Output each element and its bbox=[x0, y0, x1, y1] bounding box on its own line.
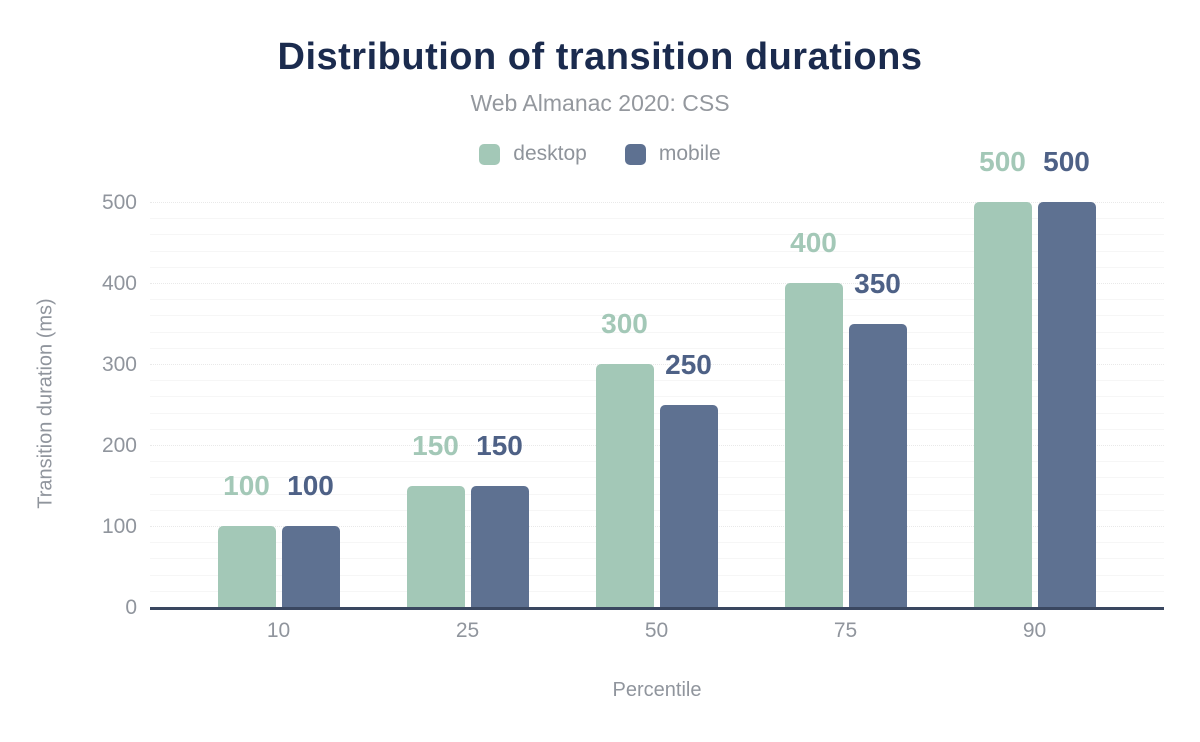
value-label-desktop-50: 300 bbox=[601, 308, 648, 339]
minor-gridline-80 bbox=[150, 542, 1164, 544]
major-gridline-100 bbox=[150, 526, 1164, 527]
legend-label-desktop: desktop bbox=[513, 142, 587, 165]
legend-item-mobile: mobile bbox=[624, 142, 721, 166]
x-axis-title: Percentile bbox=[612, 679, 702, 701]
bar-mobile-25 bbox=[470, 485, 529, 607]
minor-gridline-280 bbox=[150, 380, 1164, 382]
chart-title: Distribution of transition durations bbox=[277, 36, 923, 78]
bar-desktop-90 bbox=[973, 202, 1032, 607]
chart-legend: desktop mobile bbox=[0, 142, 1200, 166]
major-gridline-500 bbox=[150, 202, 1164, 203]
value-label-desktop-90: 500 bbox=[979, 146, 1026, 177]
value-label-desktop-75: 400 bbox=[790, 227, 837, 258]
y-tick-label-0: 0 bbox=[125, 596, 137, 619]
minor-gridline-420 bbox=[150, 266, 1164, 268]
minor-gridline-260 bbox=[150, 396, 1164, 398]
value-label-desktop-25: 150 bbox=[412, 429, 459, 461]
minor-gridline-380 bbox=[150, 299, 1164, 301]
minor-gridline-220 bbox=[150, 428, 1164, 430]
legend-item-desktop: desktop bbox=[479, 142, 587, 166]
minor-gridline-60 bbox=[150, 558, 1164, 560]
minor-gridline-240 bbox=[150, 412, 1164, 414]
major-gridline-200 bbox=[150, 445, 1164, 446]
minor-gridline-40 bbox=[150, 574, 1164, 576]
bar-mobile-10 bbox=[281, 526, 340, 607]
minor-gridline-120 bbox=[150, 509, 1164, 511]
value-label-mobile-25: 150 bbox=[476, 429, 523, 461]
major-gridline-300 bbox=[150, 364, 1164, 365]
x-tick-label-25: 25 bbox=[455, 619, 480, 642]
bar-desktop-75 bbox=[784, 283, 843, 607]
x-tick-label-90: 90 bbox=[1022, 619, 1047, 642]
x-tick-label-10: 10 bbox=[266, 619, 291, 642]
minor-gridline-480 bbox=[150, 218, 1164, 220]
value-label-mobile-50: 250 bbox=[665, 348, 712, 380]
bar-mobile-75 bbox=[848, 323, 907, 607]
x-tick-label-75: 75 bbox=[833, 619, 858, 642]
value-label-mobile-75: 350 bbox=[854, 267, 901, 299]
bar-mobile-50 bbox=[659, 404, 718, 607]
minor-gridline-320 bbox=[150, 347, 1164, 349]
bar-desktop-25 bbox=[406, 485, 465, 607]
minor-gridline-440 bbox=[150, 250, 1164, 252]
bar-desktop-50 bbox=[595, 364, 654, 607]
value-label-desktop-10: 100 bbox=[223, 470, 270, 501]
minor-gridline-20 bbox=[150, 590, 1164, 592]
y-tick-label-300: 300 bbox=[101, 353, 137, 376]
minor-gridline-460 bbox=[150, 234, 1164, 236]
value-label-mobile-90: 500 bbox=[1043, 146, 1090, 177]
x-axis-baseline bbox=[150, 607, 1164, 610]
value-label-mobile-10: 100 bbox=[287, 470, 334, 501]
x-tick-label-50: 50 bbox=[644, 619, 669, 642]
minor-gridline-360 bbox=[150, 315, 1164, 317]
desktop-series-swatch-icon bbox=[479, 143, 501, 165]
mobile-series-swatch-icon bbox=[624, 143, 646, 165]
y-tick-label-500: 500 bbox=[101, 191, 137, 214]
minor-gridline-340 bbox=[150, 331, 1164, 333]
y-tick-label-400: 400 bbox=[101, 272, 137, 295]
legend-label-mobile: mobile bbox=[658, 142, 721, 165]
minor-gridline-160 bbox=[150, 477, 1164, 479]
minor-gridline-180 bbox=[150, 461, 1164, 463]
major-gridline-400 bbox=[150, 283, 1164, 284]
bar-mobile-90 bbox=[1037, 202, 1096, 607]
bar-desktop-10 bbox=[217, 526, 276, 607]
y-tick-label-100: 100 bbox=[101, 515, 137, 538]
y-axis-title: Transition duration (ms) bbox=[34, 298, 57, 509]
minor-gridline-140 bbox=[150, 493, 1164, 495]
chart-subtitle: Web Almanac 2020: CSS bbox=[470, 90, 730, 116]
y-tick-label-200: 200 bbox=[101, 434, 137, 457]
